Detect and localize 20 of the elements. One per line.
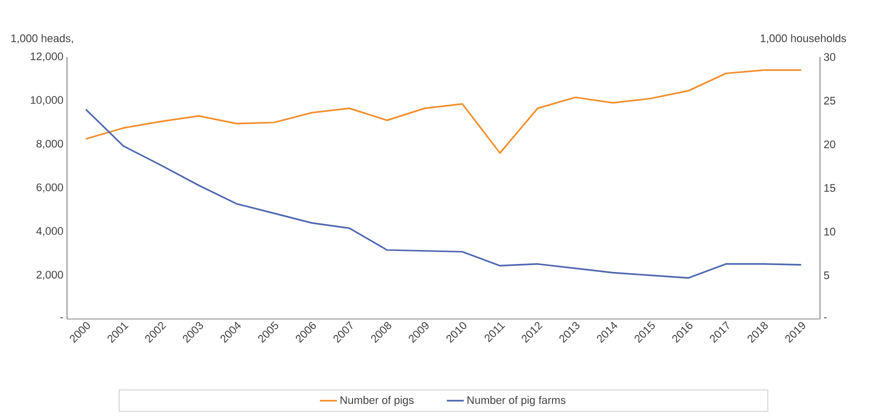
y-tick-label: 6,000 xyxy=(36,183,64,193)
y-tick-label: 4,000 xyxy=(36,227,64,236)
y2-tick-label: 30 xyxy=(824,53,836,61)
y2-tick-label: 10 xyxy=(824,228,836,236)
y2-tick-label: 20 xyxy=(824,140,836,148)
y2-tick-label: 25 xyxy=(824,96,836,105)
y2-tick-label: 5 xyxy=(824,272,830,280)
line-series xyxy=(85,69,802,154)
line-series xyxy=(85,108,802,279)
y-axis-title: 1,000 heads, xyxy=(11,34,73,44)
y-tick-label: 8,000 xyxy=(36,140,64,149)
y2-tick-label: 15 xyxy=(824,184,836,192)
y-tick-label: 2,000 xyxy=(36,270,64,280)
y-tick-label: - xyxy=(60,317,63,318)
y-tick-label: 10,000 xyxy=(30,96,64,106)
y2-tick-label: - xyxy=(824,317,827,318)
y-tick-label: 12,000 xyxy=(30,52,64,62)
legend-label: Number of pigs xyxy=(340,396,414,406)
y2-axis-title: 1,000 households xyxy=(760,34,846,44)
legend-label: Number of pig farms xyxy=(468,396,566,406)
